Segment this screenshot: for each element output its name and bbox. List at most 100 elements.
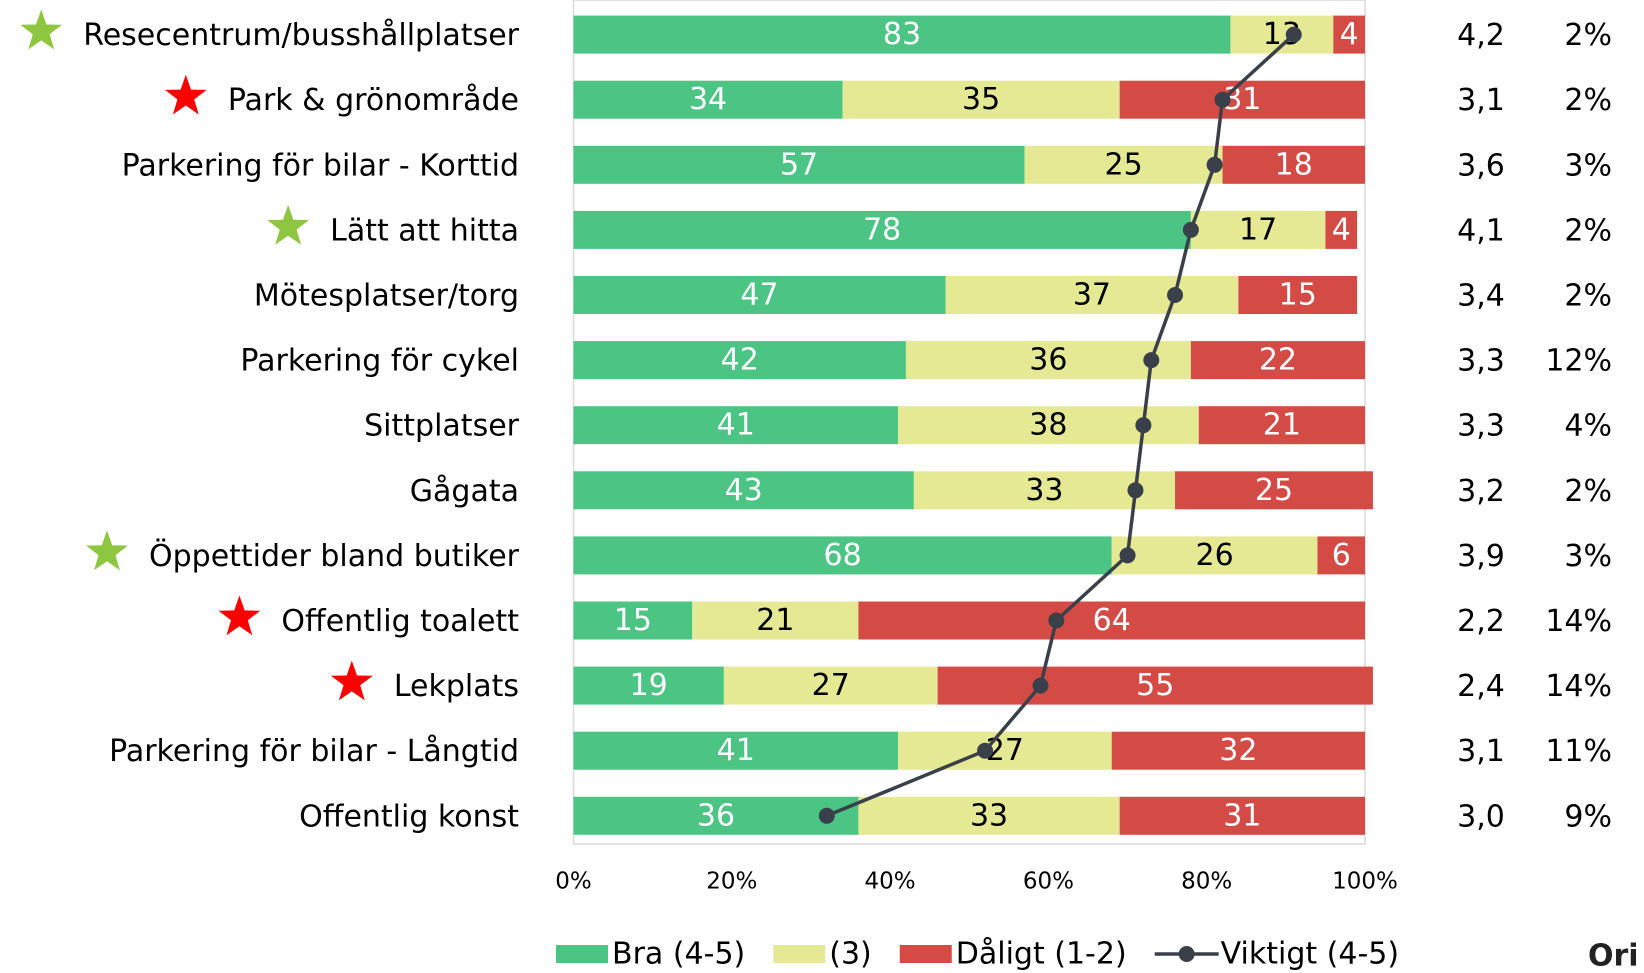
bar-value-label: 64 (1093, 603, 1131, 638)
bar-segment (898, 731, 1112, 770)
bar-value-label: 83 (883, 17, 921, 52)
bar-segment (692, 601, 859, 640)
share-value: 11% (1545, 734, 1612, 769)
average-value: 2,2 (1457, 604, 1505, 639)
average-value: 3,6 (1457, 148, 1505, 183)
category-label: Gågata (410, 474, 519, 509)
bar-value-label: 33 (970, 798, 1008, 833)
legend-dot (1178, 946, 1195, 962)
legend-swatch (773, 945, 826, 963)
share-value: 2% (1564, 83, 1612, 118)
star-marker (218, 595, 261, 636)
bar-segment (937, 666, 1373, 705)
bar-segment (858, 601, 1365, 640)
line-point (1182, 221, 1199, 238)
x-tick-label: 80% (1181, 869, 1232, 895)
bar-segment (1317, 536, 1365, 575)
star-marker (330, 660, 373, 701)
share-value: 2% (1564, 18, 1612, 53)
line-point (977, 742, 994, 759)
bar-segment (573, 276, 946, 314)
bar-segment (573, 15, 1231, 54)
bar-value-label: 22 (1259, 343, 1297, 378)
line-point (1127, 482, 1144, 499)
bar-value-label: 19 (630, 668, 668, 703)
average-value: 3,2 (1457, 474, 1505, 509)
bar-value-label: 15 (614, 603, 652, 638)
bar-segment (1111, 731, 1365, 770)
line-point (1167, 287, 1184, 303)
bar-segment (945, 276, 1239, 314)
bar-value-label: 18 (1275, 147, 1313, 182)
average-value: 3,3 (1457, 344, 1505, 379)
bar-value-label: 25 (1104, 147, 1142, 182)
star-marker (20, 9, 63, 50)
x-tick-label: 100% (1332, 869, 1398, 895)
bar-segment (573, 601, 693, 640)
bar-value-label: 55 (1136, 668, 1174, 703)
share-value: 14% (1545, 604, 1612, 639)
bar-segment (573, 406, 899, 445)
legend-label: (3) (829, 937, 872, 972)
bar-value-label: 4 (1332, 212, 1351, 247)
bar-value-label: 36 (697, 798, 735, 833)
legend-swatch (556, 945, 608, 963)
legend-label: Viktigt (4-5) (1221, 937, 1399, 972)
line-point (818, 807, 835, 824)
bar-value-label: 33 (1025, 473, 1063, 508)
share-value: 3% (1564, 148, 1612, 183)
bar-value-label: 37 (1073, 278, 1111, 313)
bar-segment (573, 145, 1025, 184)
category-label: Sittplatser (364, 409, 520, 444)
bar-value-label: 41 (717, 408, 755, 443)
bar-segment (723, 666, 938, 705)
average-value: 3,1 (1457, 83, 1505, 118)
category-label: Resecentrum/busshållplatser (83, 18, 519, 53)
bar-segment (842, 80, 1120, 119)
line-point (1285, 26, 1302, 43)
bar-value-label: 68 (824, 538, 862, 573)
bar-value-label: 42 (721, 343, 759, 378)
bar-segment (573, 210, 1191, 249)
average-value: 4,2 (1457, 18, 1505, 53)
bar-segment (1198, 406, 1365, 445)
legend-swatch (899, 945, 952, 963)
bar-segment (1111, 536, 1318, 575)
bar-value-label: 15 (1279, 278, 1317, 313)
bar-value-label: 6 (1332, 538, 1351, 573)
bar-value-label: 78 (863, 212, 901, 247)
bar-segment (1238, 276, 1358, 314)
x-tick-label: 20% (706, 869, 757, 895)
bar-segment (573, 666, 724, 705)
bar-value-label: 34 (689, 82, 727, 117)
average-value: 3,0 (1457, 799, 1505, 834)
category-label: Offentlig toalett (281, 604, 519, 639)
bar-segment (1024, 145, 1223, 184)
bar-segment (573, 341, 906, 380)
average-value: 2,4 (1457, 669, 1505, 704)
bar-value-label: 26 (1196, 538, 1234, 573)
x-tick-label: 0% (555, 869, 592, 895)
share-value: 3% (1564, 539, 1612, 574)
category-label: Parkering för cykel (240, 344, 519, 379)
category-label: Parkering för bilar - Långtid (109, 734, 519, 769)
category-label: Öppettider bland butiker (149, 538, 520, 574)
bar-value-label: 25 (1255, 473, 1293, 508)
category-label: Lätt att hitta (330, 213, 519, 248)
share-value: 4% (1564, 409, 1612, 444)
share-value: 2% (1564, 279, 1612, 314)
bar-value-label: 4 (1340, 17, 1359, 52)
average-value: 3,4 (1457, 279, 1505, 314)
bar-value-label: 41 (717, 733, 755, 768)
bar-segment (1325, 210, 1358, 249)
category-label: Lekplats (394, 669, 519, 704)
average-value: 3,3 (1457, 409, 1505, 444)
bar-segment (858, 796, 1120, 835)
star-marker (164, 74, 207, 115)
line-point (1214, 91, 1231, 108)
bar-segment (573, 536, 1112, 575)
average-value: 3,9 (1457, 539, 1505, 574)
bar-value-label: 21 (1263, 408, 1301, 443)
share-value: 14% (1545, 669, 1612, 704)
